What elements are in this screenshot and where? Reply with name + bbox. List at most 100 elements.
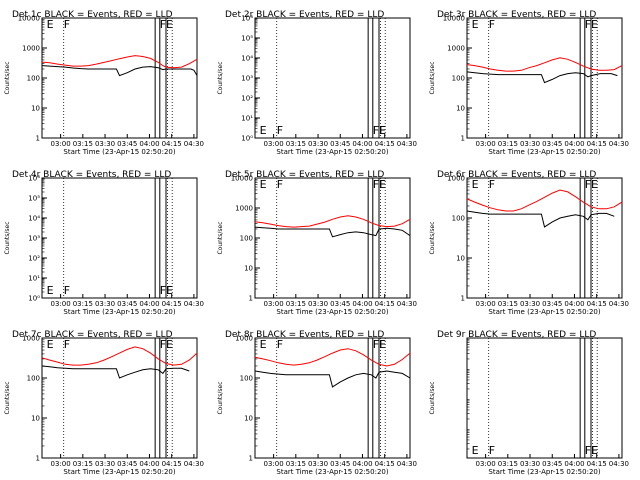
marker-letter: FF [373,178,386,191]
plot-frame [41,177,198,299]
x-tick-label: 03:15 [498,300,518,308]
x-tick-label: 04:30 [609,300,629,308]
x-tick-label: 03:00 [264,300,284,308]
x-axis-label: Start Time (23-Apr-15 02:50:20) [63,308,175,316]
x-tick-label: 04:00 [139,460,159,468]
x-tick-label: 03:15 [73,300,93,308]
x-tick-label: 03:30 [95,140,115,148]
marker-letter: E [166,18,173,31]
x-tick-label: 04:00 [352,300,372,308]
lld-series-line [254,348,411,367]
panel-title: Det 5r BLACK = Events, RED = LLD [225,170,384,180]
x-tick-label: 04:00 [564,300,584,308]
y-tick-label: 100 [27,375,40,383]
y-tick-label: 10³ [241,75,253,83]
x-tick-label: 04:30 [609,140,629,148]
marker-letter: F [277,124,283,137]
plot-frame [466,17,623,139]
x-tick-label: 04:30 [609,460,629,468]
events-series-line [41,65,198,77]
x-axis-label: Start Time (23-Apr-15 02:50:20) [488,468,600,476]
y-axis-label: Counts/sec [217,381,224,414]
detector-panel: Det 5r BLACK = Events, RED = LLD Counts/s… [217,170,417,316]
x-tick-label: 04:30 [397,460,417,468]
marker-letter: F [489,178,495,191]
detector-panel: Det 4r BLACK = Events, RED = LLD Counts/s… [4,170,204,316]
x-tick-label: 04:15 [375,140,395,148]
marker-letter: E [260,178,267,191]
x-tick-label: 03:15 [286,460,306,468]
x-tick-label: 03:30 [520,300,540,308]
y-tick-label: 10000 [18,15,40,23]
lld-series-line [41,55,198,69]
x-tick-label: 03:45 [542,300,562,308]
x-tick-label: 03:15 [286,300,306,308]
detector-panel: Det 6r BLACK = Events, RED = LLD Counts/s… [429,170,629,316]
marker-letter: F [64,338,70,351]
x-tick-label: 03:15 [73,460,93,468]
y-tick-label: 10¹ [28,275,40,283]
y-tick-label: 10 [456,105,465,113]
y-tick-label: 10¹ [241,115,253,123]
marker-letter: FF [160,284,173,297]
marker-letter: E [472,18,479,31]
y-tick-label: 1000 [447,175,465,183]
panel-title: Det 8r BLACK = Events, RED = LLD [225,330,384,340]
y-axis-label: Counts/sec [429,61,436,94]
x-tick-label: 03:30 [95,460,115,468]
x-tick-label: 03:30 [308,140,328,148]
panel-title: Det 7c BLACK = Events, RED = LLD [12,330,173,340]
x-tick-label: 04:15 [587,300,607,308]
x-tick-label: 03:45 [117,300,137,308]
y-tick-label: 100 [27,75,40,83]
x-axis-label: Start Time (23-Apr-15 02:50:20) [276,148,388,156]
y-tick-label: 1 [249,295,253,303]
y-tick-label: 10⁰ [28,295,40,303]
lld-series-line [466,189,623,212]
x-tick-label: 03:30 [520,460,540,468]
marker-letter: E [47,338,54,351]
plot-frame [41,337,198,459]
x-axis-label: Start Time (23-Apr-15 02:50:20) [63,148,175,156]
x-axis-label: Start Time (23-Apr-15 02:50:20) [63,468,175,476]
y-axis-label: Counts/sec [4,221,11,254]
x-tick-label: 03:15 [286,140,306,148]
x-tick-label: 04:00 [564,140,584,148]
marker-letter: E [166,284,173,297]
y-tick-label: 10³ [28,235,40,243]
marker-letter: F [585,178,591,191]
x-tick-label: 03:00 [476,460,496,468]
x-tick-label: 04:15 [162,460,182,468]
marker-letter: E [166,338,173,351]
x-tick-label: 04:15 [587,460,607,468]
x-tick-label: 03:45 [330,140,350,148]
x-tick-label: 03:15 [498,140,518,148]
x-tick-label: 04:00 [564,460,584,468]
lld-series-line [254,215,411,228]
x-tick-label: 04:00 [352,140,372,148]
y-tick-label: 10000 [443,15,465,23]
y-tick-label: 1000 [235,335,253,343]
y-tick-label: 100 [240,235,253,243]
lld-series-line [41,346,198,366]
events-series-line [466,210,615,228]
y-tick-label: 10⁰ [241,135,253,143]
y-axis-label: Counts/sec [429,221,436,254]
y-axis-label: Counts/sec [217,61,224,94]
y-tick-label: 10² [28,255,40,263]
y-axis-label: Counts/sec [429,381,436,414]
x-tick-label: 03:00 [476,140,496,148]
x-tick-label: 03:00 [51,140,71,148]
plot-frame [254,17,411,139]
x-tick-label: 03:45 [542,140,562,148]
y-tick-label: 10⁶ [241,15,253,23]
x-tick-label: 04:00 [139,300,159,308]
panel-title: Det 2r BLACK = Events, RED = LLD [225,10,384,20]
events-series-line [254,370,411,388]
panel-title: Det 6r BLACK = Events, RED = LLD [437,170,596,180]
marker-letter: FF [373,338,386,351]
marker-letter: F [160,18,166,31]
detector-panel: Det 1c BLACK = Events, RED = LLD Counts/s… [4,10,204,156]
marker-letter: FF [585,444,598,457]
